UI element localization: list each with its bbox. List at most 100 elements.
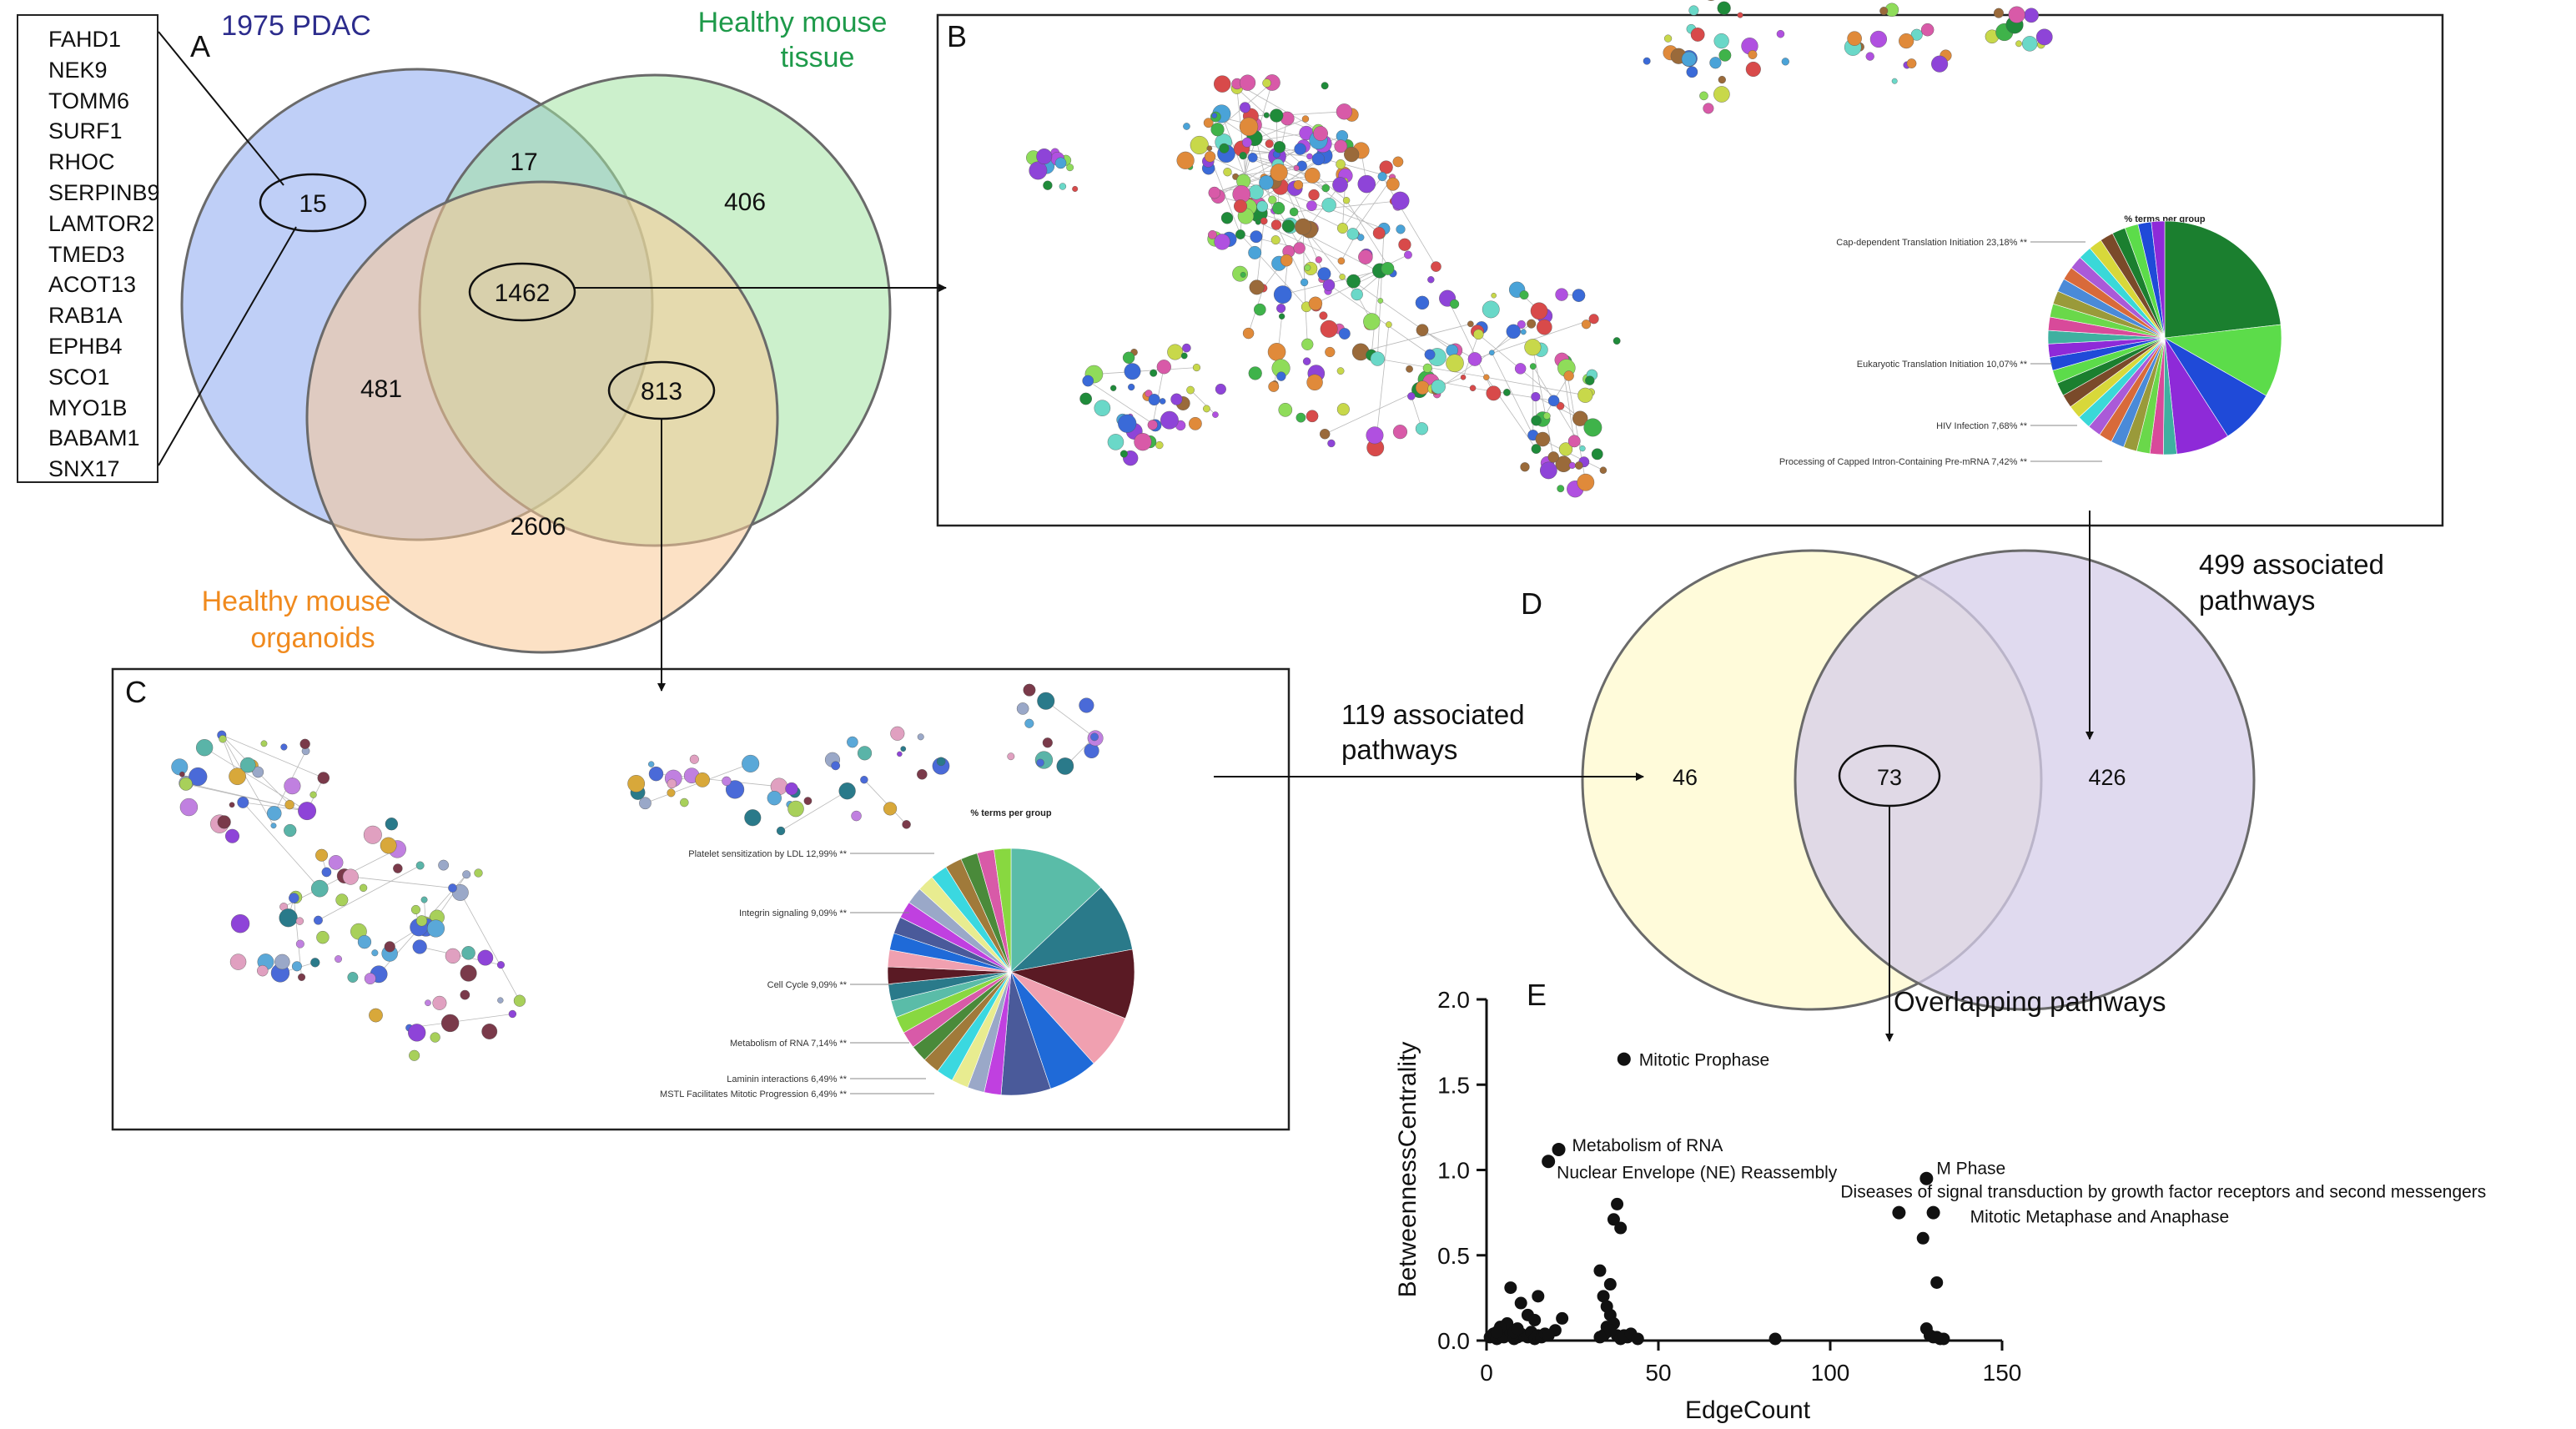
network-node	[385, 818, 399, 831]
network-node	[890, 726, 905, 741]
scatter-point	[1614, 1221, 1628, 1235]
gene-item: SURF1	[48, 118, 123, 144]
network-node	[1242, 327, 1255, 340]
network-node	[1122, 351, 1135, 365]
network-node	[1572, 289, 1586, 302]
pie-slice	[2151, 220, 2166, 339]
network-node	[1276, 371, 1286, 381]
network-node	[725, 780, 745, 799]
network-node	[317, 772, 330, 784]
venn-a-label-tissue-2: tissue	[781, 42, 855, 73]
network-node	[1215, 383, 1226, 395]
pie-label: MSTL Facilitates Mitotic Progression 6,4…	[660, 1089, 848, 1099]
network-node	[1268, 381, 1280, 392]
scatter-point	[1528, 1313, 1542, 1326]
network-node	[1186, 385, 1195, 395]
network-edge	[1474, 318, 1594, 360]
network-node	[1446, 354, 1464, 373]
panel-label-a: A	[190, 29, 210, 63]
scatter-point	[1930, 1276, 1944, 1289]
network-node	[461, 946, 475, 960]
network-node	[229, 802, 235, 808]
network-node	[785, 782, 798, 796]
network-node	[313, 915, 323, 925]
pie-slice	[1010, 848, 1102, 973]
network-node	[883, 802, 898, 816]
network-node	[1294, 143, 1306, 155]
network-edge	[1361, 323, 1471, 353]
network-node	[1134, 433, 1152, 451]
network-node	[2015, 40, 2022, 48]
gene-item: EPHB4	[48, 333, 123, 359]
network-node	[1270, 219, 1282, 230]
network-node	[460, 964, 477, 982]
network-node	[257, 964, 269, 977]
network-node	[260, 740, 268, 747]
scatter-point-labeled	[1926, 1205, 1940, 1220]
network-node	[1460, 375, 1467, 380]
network-node	[1056, 757, 1074, 775]
network-node	[1263, 112, 1270, 118]
network-node	[1558, 442, 1573, 456]
network-node	[1037, 692, 1055, 710]
network-edge	[1240, 234, 1307, 308]
network-node	[284, 777, 301, 795]
venn-d-count-right: 426	[2088, 765, 2126, 790]
network-node	[1059, 183, 1067, 190]
network-node	[1427, 276, 1435, 284]
network-node	[1302, 357, 1311, 365]
network-node	[639, 797, 652, 810]
network-node	[1248, 245, 1262, 259]
network-node	[1748, 50, 1758, 59]
network-node	[787, 800, 804, 818]
network-edge	[1257, 221, 1342, 262]
network-node	[252, 766, 264, 778]
venn-d-count-overlap: 73	[1877, 765, 1902, 790]
network-node	[1204, 151, 1216, 163]
network-node	[1406, 365, 1413, 373]
network-node	[171, 758, 189, 776]
network-node	[189, 767, 208, 787]
network-node	[776, 826, 786, 836]
network-node	[1182, 343, 1191, 353]
network-node	[1321, 184, 1331, 193]
network-node	[1289, 207, 1299, 217]
network-node	[1482, 300, 1500, 319]
network-edge	[1210, 156, 1241, 235]
venn-a-label-organoids-2: organoids	[250, 622, 375, 654]
scatter-point	[1930, 1331, 1944, 1344]
network-node	[1588, 314, 1599, 325]
network-node	[1336, 367, 1345, 375]
network-edge	[1346, 200, 1394, 274]
network-node	[280, 743, 288, 751]
network-node	[1520, 462, 1530, 472]
network-node	[295, 939, 304, 948]
network-node	[1214, 75, 1231, 93]
network-node	[1745, 61, 1761, 78]
network-node	[179, 777, 193, 791]
network-node	[1506, 324, 1521, 339]
network-node	[420, 896, 428, 903]
network-node	[902, 820, 911, 829]
network-node	[1358, 249, 1373, 264]
scatter-point	[1532, 1290, 1545, 1303]
network-node	[1891, 78, 1898, 84]
scatter-point-labeled	[1552, 1142, 1566, 1156]
network-node	[1272, 201, 1285, 215]
network-node	[310, 879, 329, 898]
scatter-point	[1511, 1322, 1524, 1336]
gene-list: FAHD1 NEK9 TOMM6 SURF1 RHOC SERPINB9 LAM…	[17, 14, 160, 483]
network-node	[1363, 313, 1381, 330]
network-node	[1906, 58, 1917, 68]
network-node	[1339, 274, 1346, 280]
gene-item: SERPINB9	[48, 179, 160, 205]
network-node	[1386, 177, 1400, 191]
network-node	[722, 776, 732, 786]
network-node	[1415, 380, 1430, 395]
network-node	[1296, 412, 1306, 423]
network-node	[462, 870, 471, 879]
network-node	[1392, 425, 1408, 440]
network-node	[1372, 227, 1386, 239]
network-node	[1241, 137, 1252, 148]
network-node	[1486, 385, 1502, 401]
